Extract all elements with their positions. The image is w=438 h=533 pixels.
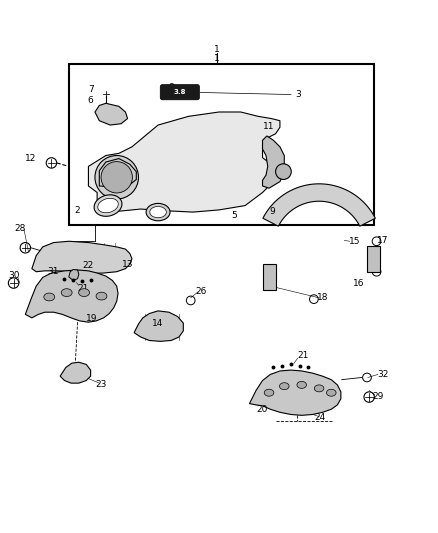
Text: 28: 28 <box>14 224 25 233</box>
Polygon shape <box>69 270 79 280</box>
Ellipse shape <box>79 289 89 296</box>
Text: 9: 9 <box>269 207 275 216</box>
Polygon shape <box>88 112 280 212</box>
Bar <box>367 246 380 272</box>
Ellipse shape <box>44 293 55 301</box>
Ellipse shape <box>279 383 289 390</box>
Text: 8: 8 <box>168 83 174 92</box>
Text: 6: 6 <box>88 96 93 105</box>
Ellipse shape <box>264 389 274 396</box>
Text: 14: 14 <box>152 319 163 328</box>
Text: 7: 7 <box>88 85 93 94</box>
Polygon shape <box>99 158 136 187</box>
Text: 24: 24 <box>315 414 326 423</box>
Text: 31: 31 <box>47 267 59 276</box>
Text: 13: 13 <box>122 260 133 269</box>
Text: 18: 18 <box>317 293 328 302</box>
Text: 22: 22 <box>83 261 94 270</box>
Text: 32: 32 <box>377 370 389 379</box>
Text: 21: 21 <box>78 284 89 293</box>
Text: 5: 5 <box>231 211 237 220</box>
Text: 3: 3 <box>295 90 301 99</box>
Polygon shape <box>60 362 91 383</box>
Polygon shape <box>95 103 127 125</box>
Text: 23: 23 <box>95 381 106 390</box>
Bar <box>262 264 276 290</box>
Ellipse shape <box>297 382 307 389</box>
Bar <box>69 64 374 225</box>
Polygon shape <box>250 370 341 415</box>
Text: 19: 19 <box>86 314 98 323</box>
Polygon shape <box>32 241 132 273</box>
Text: 4: 4 <box>154 211 160 220</box>
Ellipse shape <box>61 289 72 296</box>
Text: 20: 20 <box>256 405 267 414</box>
Circle shape <box>101 161 132 193</box>
Text: 11: 11 <box>263 122 275 131</box>
Ellipse shape <box>150 206 166 218</box>
Text: 1: 1 <box>214 45 220 54</box>
Ellipse shape <box>98 198 118 213</box>
Text: 21: 21 <box>297 351 308 360</box>
FancyBboxPatch shape <box>160 85 199 100</box>
Ellipse shape <box>146 204 170 221</box>
Ellipse shape <box>96 292 107 300</box>
Text: 1: 1 <box>214 54 220 63</box>
Circle shape <box>95 156 138 199</box>
Text: 3.8: 3.8 <box>173 90 186 95</box>
Polygon shape <box>262 136 284 188</box>
Text: 12: 12 <box>25 154 37 163</box>
Text: 17: 17 <box>377 236 389 245</box>
Text: 10: 10 <box>268 166 279 175</box>
Text: 29: 29 <box>372 392 384 401</box>
Polygon shape <box>25 270 118 322</box>
Ellipse shape <box>314 385 324 392</box>
Ellipse shape <box>326 389 336 396</box>
Text: 30: 30 <box>9 271 20 280</box>
Text: 16: 16 <box>353 279 364 287</box>
Ellipse shape <box>94 195 122 216</box>
Polygon shape <box>134 311 184 341</box>
Text: 2: 2 <box>75 206 80 215</box>
Circle shape <box>276 164 291 180</box>
Text: 15: 15 <box>349 237 360 246</box>
Text: 26: 26 <box>195 287 206 296</box>
Polygon shape <box>263 184 375 226</box>
